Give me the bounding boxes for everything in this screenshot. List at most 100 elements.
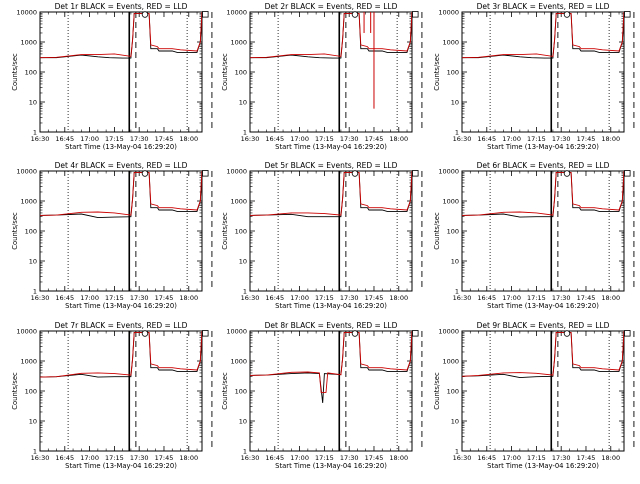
- lld-series-line: [462, 12, 624, 59]
- circle-marker: [563, 170, 571, 177]
- x-tick-label: 16:30: [241, 294, 260, 302]
- y-tick-label: 100: [447, 69, 459, 77]
- x-tick-label: 16:45: [265, 135, 284, 143]
- lld-series-line: [40, 331, 202, 378]
- panel-det-6: Det 6r BLACK = Events, RED = LLD 1 10 100 10…: [433, 161, 635, 310]
- x-tick-label: 16:45: [477, 135, 496, 143]
- events-series-line: [250, 331, 412, 403]
- y-axis-label: Counts/sec: [221, 372, 229, 410]
- x-tick-label: 17:00: [80, 135, 99, 143]
- y-tick-label: 1000: [442, 39, 459, 47]
- circle-marker: [351, 170, 359, 177]
- events-series-line: [462, 331, 624, 379]
- x-axis-label: Start Time (13-May-04 16:29:20): [65, 143, 177, 151]
- plot-frame: [461, 11, 625, 133]
- square-marker: [624, 170, 631, 177]
- events-series-line: [40, 12, 202, 59]
- lld-series-line: [462, 171, 624, 216]
- panel-det-5: Det 5r BLACK = Events, RED = LLD 1 10 100 10…: [221, 161, 423, 310]
- events-series-line: [40, 171, 202, 219]
- y-tick-label: 10: [239, 258, 247, 266]
- panel-det-1: Det 1r BLACK = Events, RED = LLD 1 10 100 10…: [11, 2, 213, 151]
- panel-title: Det 9r BLACK = Events, RED = LLD: [477, 321, 610, 330]
- x-tick-label: 17:30: [130, 294, 149, 302]
- x-tick-label: 17:00: [502, 454, 521, 462]
- y-axis-label: Counts/sec: [11, 372, 19, 410]
- y-tick-label: 10: [29, 258, 37, 266]
- square-marker: [624, 11, 631, 18]
- y-tick-label: 1: [455, 448, 459, 456]
- y-tick-label: 100: [235, 228, 247, 236]
- x-tick-label: 17:30: [552, 454, 571, 462]
- x-tick-label: 17:00: [290, 454, 309, 462]
- panel-det-8: Det 8r BLACK = Events, RED = LLD 1 10 100 10…: [221, 321, 423, 470]
- square-marker: [412, 170, 419, 177]
- events-series-line: [40, 331, 202, 378]
- y-axis-label: Counts/sec: [433, 212, 441, 250]
- y-tick-label: 1000: [20, 198, 37, 206]
- events-series-line: [250, 12, 412, 59]
- y-tick-label: 10: [451, 258, 459, 266]
- x-tick-label: 16:30: [31, 135, 50, 143]
- x-tick-label: 17:45: [155, 454, 174, 462]
- plot-frame: [39, 170, 203, 292]
- x-tick-label: 18:00: [179, 454, 198, 462]
- y-tick-label: 1: [33, 288, 37, 296]
- y-tick-label: 100: [25, 69, 37, 77]
- panel-title: Det 7r BLACK = Events, RED = LLD: [55, 321, 188, 330]
- x-tick-label: 18:00: [179, 135, 198, 143]
- x-tick-label: 16:30: [241, 135, 260, 143]
- x-axis-label: Start Time (13-May-04 16:29:20): [487, 302, 599, 310]
- x-tick-label: 17:45: [155, 135, 174, 143]
- y-tick-label: 1: [455, 288, 459, 296]
- y-tick-label: 100: [235, 69, 247, 77]
- y-tick-label: 100: [25, 228, 37, 236]
- x-tick-label: 17:30: [552, 135, 571, 143]
- x-tick-label: 18:00: [601, 454, 620, 462]
- circle-marker: [563, 11, 571, 18]
- x-tick-label: 17:00: [80, 454, 99, 462]
- x-tick-label: 18:00: [389, 135, 408, 143]
- x-tick-label: 16:30: [31, 294, 50, 302]
- y-tick-label: 10000: [438, 9, 459, 17]
- x-tick-label: 18:00: [389, 294, 408, 302]
- y-axis-label: Counts/sec: [11, 212, 19, 250]
- x-tick-label: 18:00: [601, 135, 620, 143]
- panel-det-4: Det 4r BLACK = Events, RED = LLD 1 10 100 10…: [11, 161, 213, 310]
- panel-det-3: Det 3r BLACK = Events, RED = LLD 1 10 100 10…: [433, 2, 635, 151]
- panel-title: Det 3r BLACK = Events, RED = LLD: [477, 2, 610, 11]
- panel-title: Det 4r BLACK = Events, RED = LLD: [55, 161, 188, 170]
- y-tick-label: 100: [447, 388, 459, 396]
- panel-det-9: Det 9r BLACK = Events, RED = LLD 1 10 100 10…: [433, 321, 635, 470]
- x-tick-label: 17:00: [290, 294, 309, 302]
- square-marker: [624, 330, 631, 337]
- y-tick-label: 1000: [230, 198, 247, 206]
- circle-marker: [563, 330, 571, 337]
- events-series-line: [462, 171, 624, 218]
- x-tick-label: 16:45: [265, 454, 284, 462]
- y-tick-label: 1: [243, 448, 247, 456]
- x-tick-label: 17:45: [577, 294, 596, 302]
- y-tick-label: 10000: [226, 168, 247, 176]
- x-tick-label: 17:30: [552, 294, 571, 302]
- y-tick-label: 100: [447, 228, 459, 236]
- lld-series-line: [250, 171, 412, 216]
- plot-frame: [461, 170, 625, 292]
- x-tick-label: 16:45: [477, 454, 496, 462]
- square-marker: [202, 170, 209, 177]
- lld-series-line: [250, 331, 412, 393]
- circle-marker: [141, 170, 149, 177]
- y-tick-label: 100: [25, 388, 37, 396]
- x-tick-label: 17:30: [130, 454, 149, 462]
- x-axis-label: Start Time (13-May-04 16:29:20): [487, 462, 599, 470]
- y-tick-label: 10000: [226, 328, 247, 336]
- y-tick-label: 1000: [230, 39, 247, 47]
- y-tick-label: 10: [239, 418, 247, 426]
- y-tick-label: 10000: [16, 9, 37, 17]
- y-tick-label: 1000: [442, 358, 459, 366]
- circle-marker: [141, 11, 149, 18]
- plot-frame: [39, 11, 203, 133]
- x-tick-label: 17:15: [315, 294, 334, 302]
- y-tick-label: 10: [451, 418, 459, 426]
